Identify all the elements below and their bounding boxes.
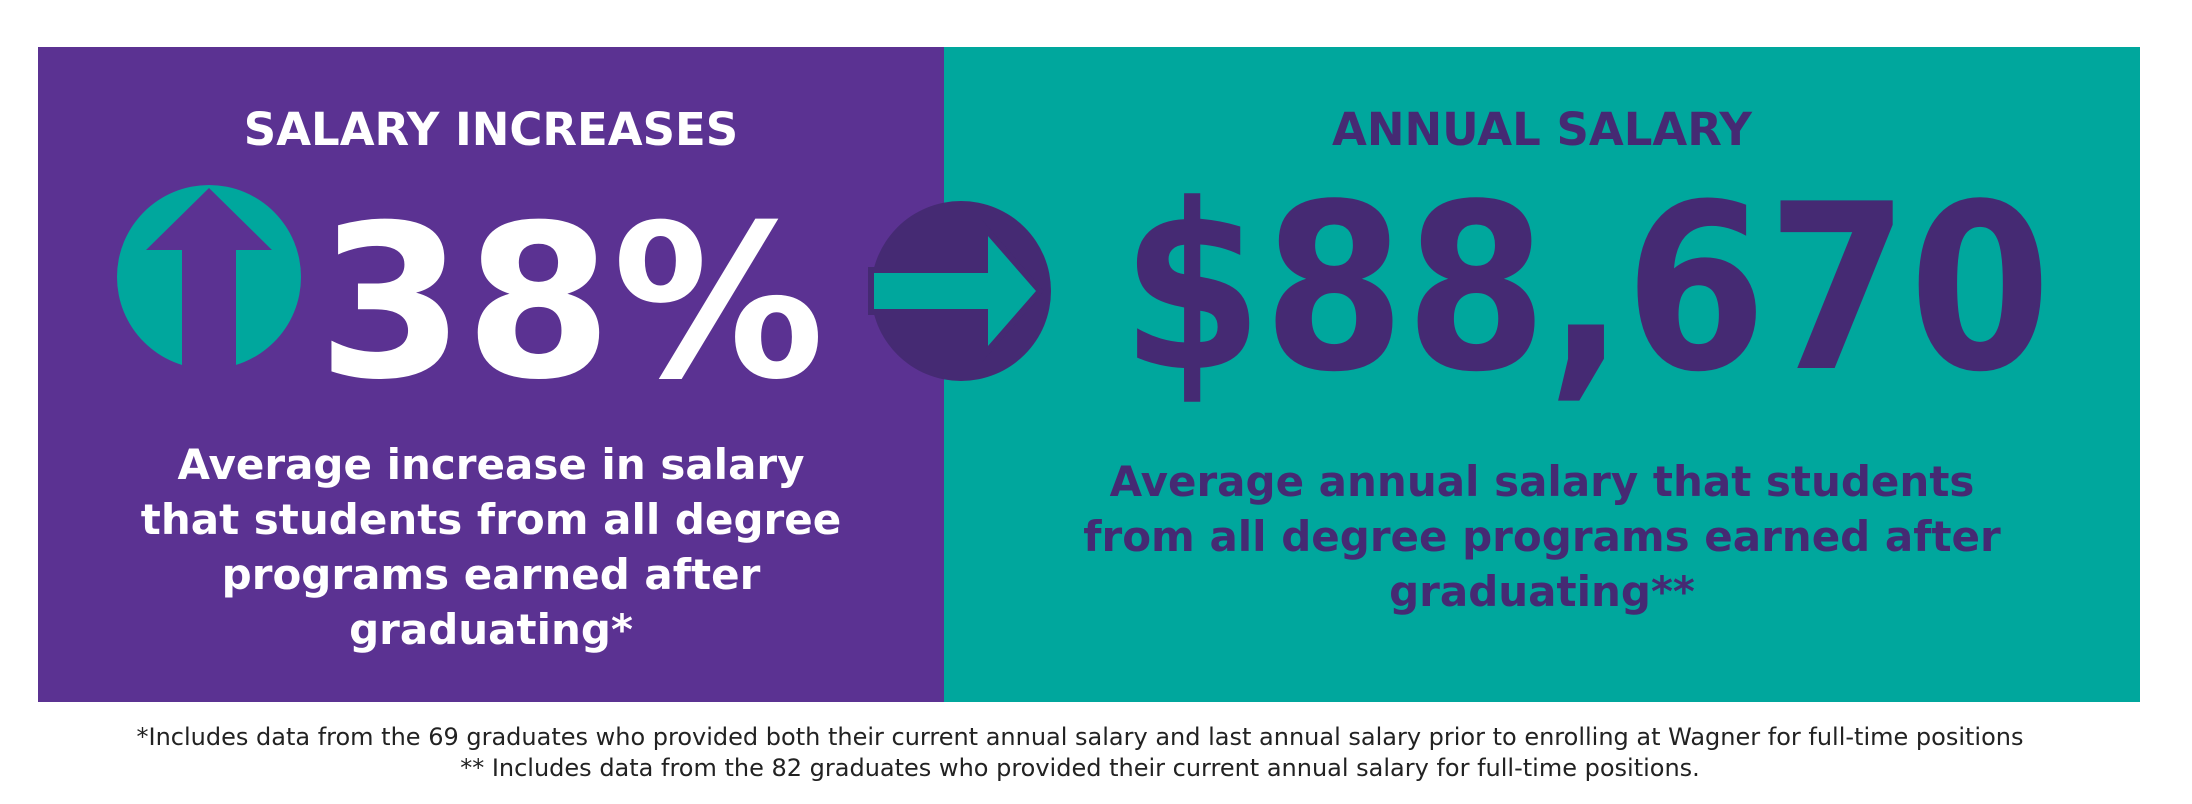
footnote: *Includes data from the 69 graduates who… [137,723,2024,751]
footnotes: *Includes data from the 69 graduates who… [137,723,2024,782]
description-line: programs earned after [222,550,761,599]
description-line: from all degree programs earned after [1083,512,2001,561]
right-arrow-icon [868,201,1051,381]
left-panel [38,47,945,702]
left-description: Average increase in salary that students … [141,440,841,654]
footnote: ** Includes data from the 82 graduates w… [460,754,1700,782]
description-line: Average annual salary that students [1110,457,1975,506]
left-value: 38% [317,179,824,426]
right-description: Average annual salary that students from … [1083,457,2001,616]
left-title: SALARY INCREASES [244,103,738,156]
up-arrow-icon [117,185,301,372]
description-line: graduating* [349,605,633,654]
description-line: Average increase in salary [177,440,804,489]
right-value: $88,670 [1121,156,2051,423]
right-panel [944,47,2140,702]
right-title: ANNUAL SALARY [1332,103,1753,156]
description-line: that students from all degree [141,495,841,544]
description-line: graduating** [1389,567,1695,616]
